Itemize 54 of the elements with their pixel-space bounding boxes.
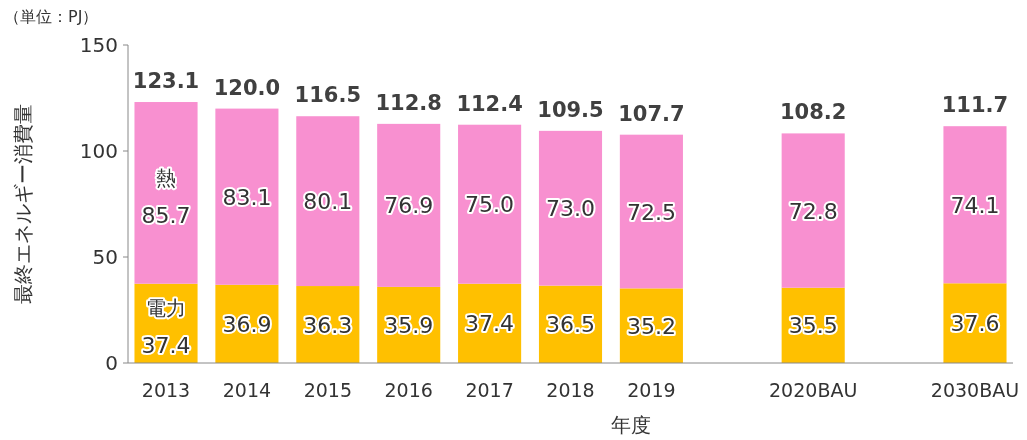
data-label: 36.5 bbox=[546, 312, 595, 338]
data-label: 72.5 bbox=[626, 199, 676, 225]
y-tick-label: 100 bbox=[79, 139, 118, 163]
x-tick-label: 2030BAU bbox=[930, 379, 1020, 401]
data-label: 36.9 bbox=[222, 311, 272, 337]
data-label: 35.5 bbox=[788, 313, 838, 339]
bar bbox=[538, 130, 603, 286]
data-label: 73.0 bbox=[546, 196, 595, 222]
bar bbox=[943, 126, 1007, 284]
total-label: 112.8 bbox=[375, 90, 442, 115]
x-axis-title: 年度 bbox=[610, 413, 651, 437]
bar bbox=[377, 123, 441, 287]
bar bbox=[781, 133, 845, 288]
y-tick-label: 150 bbox=[79, 33, 118, 57]
bar bbox=[619, 134, 683, 289]
text: （単位：PJ） bbox=[4, 7, 99, 26]
bar bbox=[458, 124, 522, 284]
data-label: 75.0 bbox=[465, 192, 515, 218]
x-tick-label: 2014 bbox=[222, 379, 272, 401]
total-label: 107.7 bbox=[618, 101, 685, 126]
x-tick-label: 2016 bbox=[384, 379, 433, 401]
total-label: 112.4 bbox=[456, 91, 523, 116]
total-label: 116.5 bbox=[294, 83, 362, 108]
data-label: 35.9 bbox=[384, 312, 434, 338]
x-tick-label: 2020BAU bbox=[769, 379, 858, 401]
total-label: 109.5 bbox=[537, 97, 604, 122]
y-tick-label: 0 bbox=[105, 351, 118, 375]
x-tick-label: 2018 bbox=[546, 379, 595, 401]
series-label: 電力 bbox=[146, 296, 187, 321]
bar bbox=[134, 102, 198, 284]
bar bbox=[215, 108, 279, 285]
bar bbox=[296, 116, 360, 287]
total-label: 111.7 bbox=[941, 93, 1009, 118]
x-tick-label: 2017 bbox=[465, 379, 514, 401]
total-label: 120.0 bbox=[213, 75, 281, 100]
y-tick-label: 50 bbox=[92, 245, 118, 269]
series-label: 熱 bbox=[156, 165, 177, 190]
data-label: 83.1 bbox=[222, 184, 272, 210]
x-tick-label: 2019 bbox=[627, 379, 676, 401]
data-label: 72.8 bbox=[788, 198, 838, 224]
total-label: 123.1 bbox=[132, 69, 200, 94]
data-label: 36.3 bbox=[303, 312, 353, 338]
data-label: 80.1 bbox=[303, 189, 353, 215]
data-label: 74.1 bbox=[950, 192, 1000, 218]
data-label: 37.4 bbox=[465, 311, 515, 337]
data-label: 35.2 bbox=[626, 313, 676, 339]
data-label: 76.9 bbox=[384, 193, 434, 219]
data-label: 85.7 bbox=[141, 202, 191, 228]
data-label: 37.4 bbox=[141, 333, 191, 359]
x-tick-label: 2013 bbox=[141, 379, 191, 401]
x-tick-label: 2015 bbox=[303, 379, 352, 401]
y-axis-title: 最終エネルギー消費量 bbox=[11, 104, 35, 304]
total-label: 108.2 bbox=[779, 100, 847, 125]
data-label: 37.6 bbox=[950, 311, 1000, 337]
